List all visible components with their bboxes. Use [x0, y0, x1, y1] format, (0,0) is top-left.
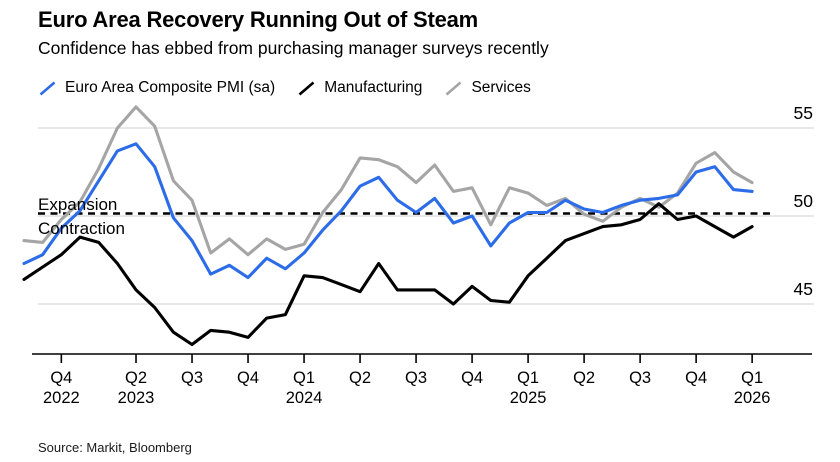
x-tick-label-quarter: Q4 [461, 369, 483, 387]
x-tick-label-quarter: Q2 [349, 369, 371, 387]
y-axis-label-50: 50 [794, 191, 814, 211]
y-axis-label-45: 45 [794, 279, 813, 299]
x-tick-label-quarter: Q3 [181, 369, 203, 387]
x-tick-label-quarter: Q4 [50, 369, 72, 387]
composite-line-swatch-icon [39, 81, 56, 95]
plot-area: 55 50 45 Q4 2022 Q2 2023 Q3 Q4 Q1 2024 Q2 Q3 Q4 Q1 2025… [22, 103, 814, 407]
x-tick-label-year: 2022 [43, 389, 80, 407]
x-tick-label-quarter: Q1 [741, 369, 763, 387]
x-tick-label-quarter: Q2 [573, 369, 595, 387]
legend-label-manufacturing: Manufacturing [324, 79, 423, 96]
x-tick-label-year: 2024 [286, 389, 323, 407]
legend-label-composite: Euro Area Composite PMI (sa) [65, 79, 276, 96]
series-line-services [22, 105, 754, 257]
x-tick-label-year: 2023 [118, 389, 155, 407]
x-tick-label-quarter: Q1 [293, 369, 315, 387]
chart-legend: Euro Area Composite PMI (sa) Manufacturi… [38, 79, 531, 97]
x-tick-label-quarter: Q3 [629, 369, 651, 387]
series-line-manufacturing [22, 202, 754, 347]
x-tick-label-quarter: Q1 [517, 369, 539, 387]
chart-title: Euro Area Recovery Running Out of Steam [38, 7, 479, 32]
expansion-label: Expansion [38, 195, 118, 214]
manufacturing-line-swatch-icon [298, 81, 315, 95]
x-tick-label-quarter: Q4 [237, 369, 259, 387]
y-axis-label-55: 55 [794, 103, 813, 123]
x-tick-label-quarter: Q2 [125, 369, 147, 387]
source-attribution: Source: Markit, Bloomberg [38, 440, 192, 455]
legend-item-manufacturing: Manufacturing [297, 79, 422, 97]
x-tick-label-year: 2026 [734, 389, 771, 407]
legend-item-services: Services [444, 79, 531, 97]
legend-label-services: Services [471, 79, 531, 96]
x-tick-label-year: 2025 [510, 389, 547, 407]
x-tick-label-quarter: Q3 [405, 369, 427, 387]
series-line-euro-area-composite-pmi-sa- [22, 142, 754, 280]
services-line-swatch-icon [446, 81, 462, 95]
x-tick-label-quarter: Q4 [685, 369, 707, 387]
chart-subtitle: Confidence has ebbed from purchasing man… [38, 38, 549, 58]
legend-item-composite: Euro Area Composite PMI (sa) [38, 79, 275, 97]
contraction-label: Contraction [38, 219, 125, 238]
